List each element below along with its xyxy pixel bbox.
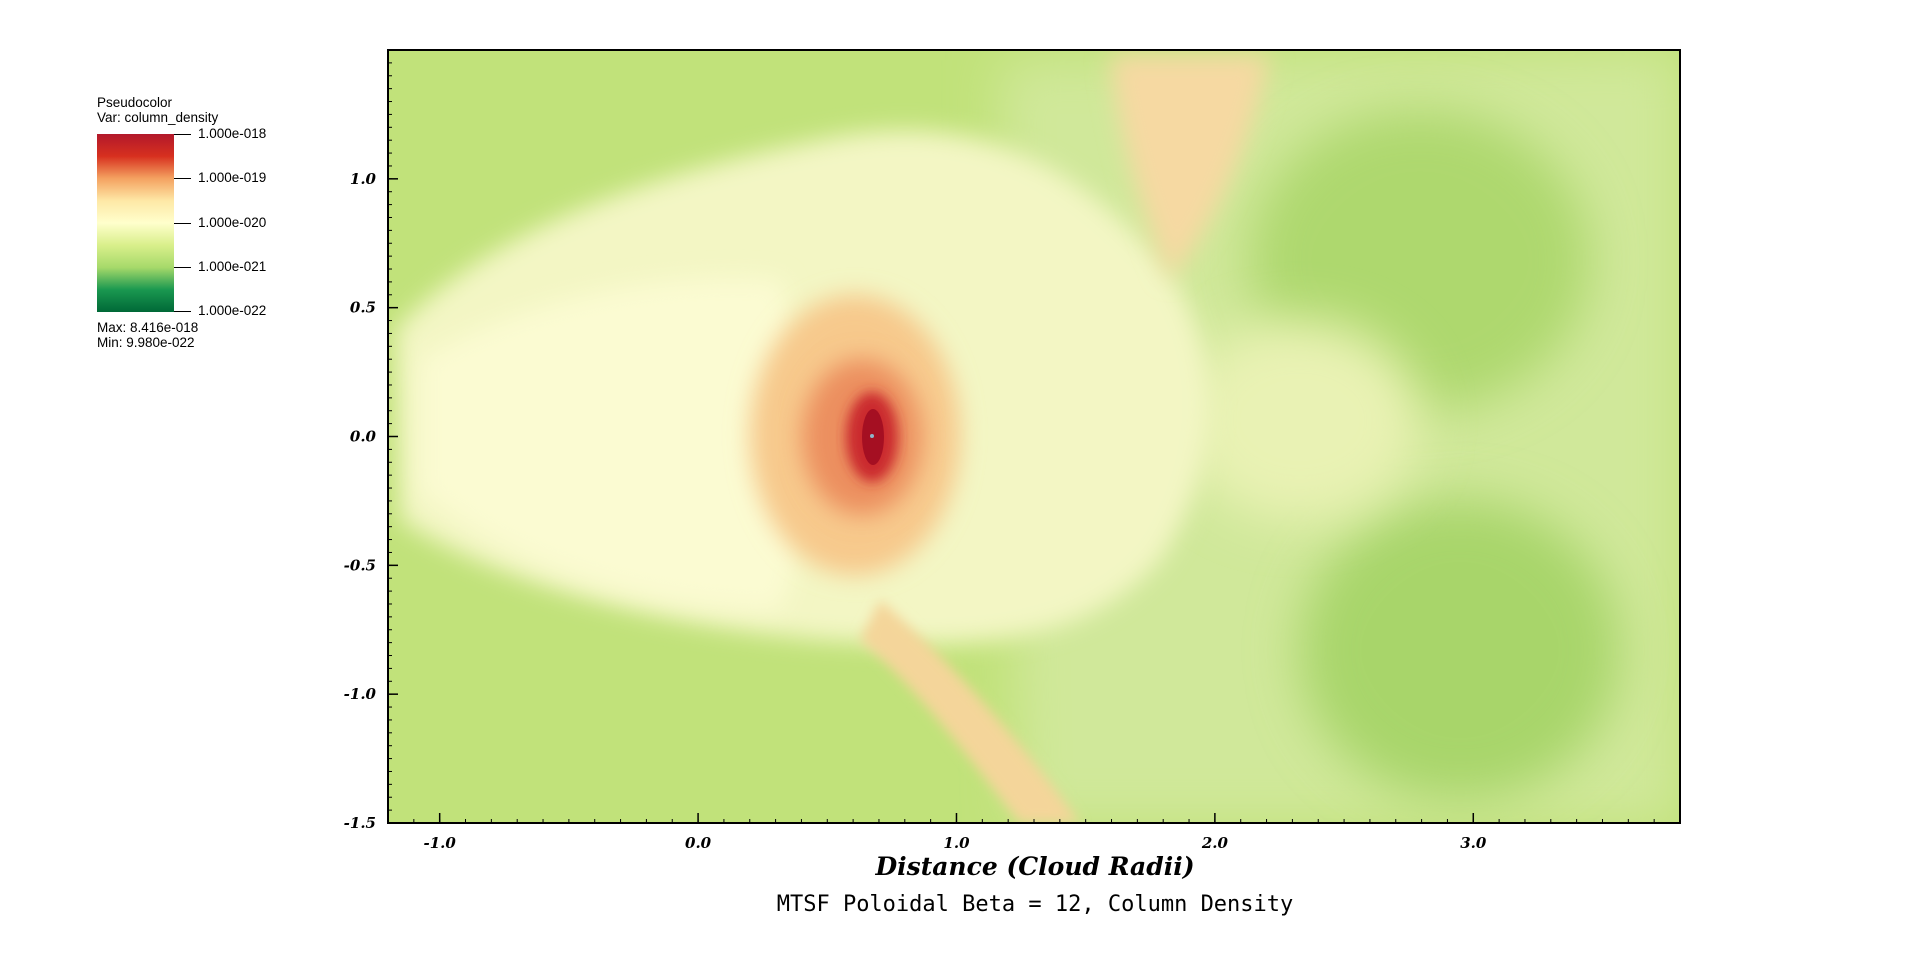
light-patch xyxy=(1180,320,1420,520)
legend-tick xyxy=(174,223,191,224)
lower-stream xyxy=(860,600,1080,823)
y-tick-label: 0.0 xyxy=(350,428,377,446)
upper-stream xyxy=(1110,55,1270,280)
heatmap-field xyxy=(388,50,1680,823)
legend-tick xyxy=(174,178,191,179)
inner-envelope xyxy=(420,278,810,610)
x-tick-label: 3.0 xyxy=(1460,834,1487,852)
y-tick-label: -0.5 xyxy=(344,556,376,574)
legend-title: Pseudocolor xyxy=(97,95,173,110)
x-tick-label: 0.0 xyxy=(685,834,712,852)
legend-tick xyxy=(174,134,191,135)
legend-tick-label: 1.000e-020 xyxy=(198,215,267,230)
green-patch xyxy=(1300,500,1620,800)
x-tick-label: 1.0 xyxy=(943,834,970,852)
chart-title: MTSF Poloidal Beta = 12, Column Density xyxy=(776,892,1294,917)
legend-tick-label: 1.000e-021 xyxy=(198,259,267,274)
legend-min: Min: 9.980e-022 xyxy=(97,335,195,350)
legend-tick xyxy=(174,267,191,268)
major-ticks xyxy=(388,178,1475,824)
colorbar xyxy=(97,134,174,312)
x-tick-label: -1.0 xyxy=(424,834,457,852)
legend-max: Max: 8.416e-018 xyxy=(97,320,199,335)
legend-tick xyxy=(174,311,191,312)
y-tick-label: -1.0 xyxy=(344,685,377,703)
color-legend: Pseudocolor Var: column_density 1.000e-0… xyxy=(97,95,297,365)
sink-particle xyxy=(870,434,874,438)
legend-tick-label: 1.000e-018 xyxy=(198,126,267,141)
legend-variable: Var: column_density xyxy=(97,110,219,125)
y-tick-label: -1.5 xyxy=(344,814,376,832)
y-tick-label: 1.0 xyxy=(350,170,377,188)
x-axis-label: Distance (Cloud Radii) xyxy=(875,852,1195,881)
legend-tick-label: 1.000e-019 xyxy=(198,170,267,185)
y-tick-label: 0.5 xyxy=(350,299,376,317)
x-tick-label: 2.0 xyxy=(1201,834,1229,852)
tick-labels: -1.0 0.0 1.0 2.0 3.0 1.0 0.5 0.0 -0.5 -1.0 -1.5 xyxy=(344,170,1487,852)
legend-tick-label: 1.000e-022 xyxy=(198,303,267,318)
